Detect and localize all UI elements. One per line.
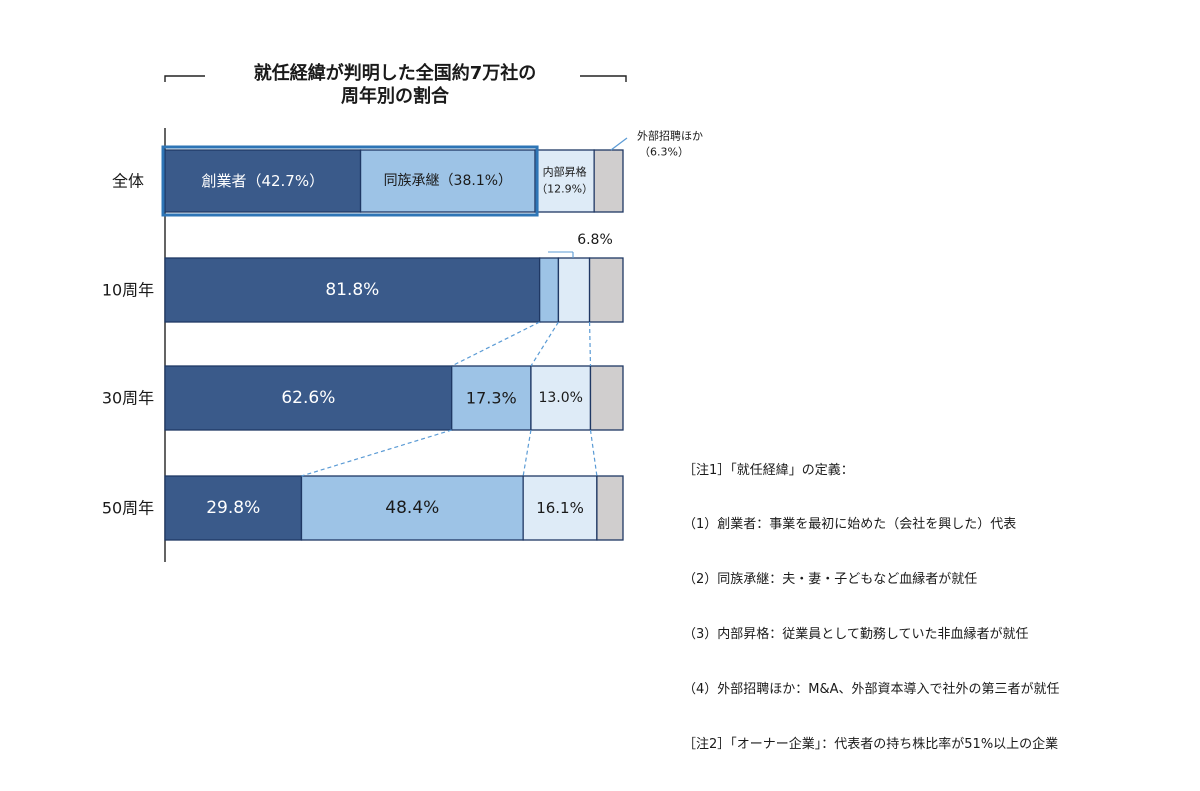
bar-segment [164, 475, 303, 541]
data-label: 81.8% [325, 280, 379, 300]
bar-segment [530, 365, 592, 431]
connector-line [588, 321, 592, 367]
stacked-bar-chart: 全体 10周年 30周年 50周年 創業者（42.7%） 同族承継（38.1%） 内部昇格 （… [102, 75, 703, 562]
data-label: 29.8% [206, 498, 260, 518]
chart-stage: 就任経緯が判明した全国約7万社の 周年別の割合 全体 10周年 30周年 50周年 創業… [102, 62, 1060, 752]
bar-segment [451, 365, 532, 431]
data-label: （6.3%） [639, 146, 689, 159]
bar-segment [538, 257, 560, 323]
data-label: 内部昇格 [543, 165, 587, 179]
data-label: （12.9%） [536, 183, 593, 196]
note-line: （2）同族承継：夫・妻・子どもなど血縁者が就任 [683, 572, 978, 588]
bar-segment [164, 149, 362, 213]
category-label: 10周年 [102, 281, 154, 300]
chart-title: 就任経緯が判明した全国約7万社の [253, 63, 537, 84]
data-label: 創業者（42.7%） [201, 172, 324, 190]
chart-subtitle: 周年別の割合 [341, 86, 449, 107]
bar-segment [557, 257, 591, 323]
data-label: 6.8% [577, 232, 613, 248]
note-line: ［注2］「オーナー企業」：代表者の持ち株比率が51%以上の企業 [683, 737, 1059, 753]
highlight-box [161, 145, 539, 217]
category-label: 30周年 [102, 389, 154, 408]
connector-line [301, 429, 452, 477]
bar-segment [589, 365, 624, 431]
connector-line [451, 321, 540, 367]
note-line: （3）内部昇格：従業員として勤務していた非血縁者が就任 [683, 627, 1029, 643]
title-bracket-left [164, 75, 205, 82]
connector-line [530, 321, 559, 367]
bar-segment [596, 475, 624, 541]
note-line: ［注1］「就任経緯」の定義： [683, 462, 854, 478]
category-label: 50周年 [102, 499, 154, 518]
bar-segment [593, 149, 624, 213]
leader-line [610, 137, 628, 151]
notes-block: ［注1］「就任経緯」の定義： （1）創業者：事業を最初に始めた（会社を興した）代… [683, 425, 1060, 791]
data-label: 17.3% [466, 389, 517, 408]
data-label: 同族承継（38.1%） [384, 173, 512, 189]
bar-segment [300, 475, 524, 541]
bar-segment [588, 257, 624, 323]
category-label: 全体 [112, 172, 144, 191]
bar-segment [359, 149, 536, 213]
bar-segment [522, 475, 598, 541]
chart-title-block: 就任経緯が判明した全国約7万社の 周年別の割合 [190, 62, 600, 108]
title-bracket-right [580, 75, 627, 82]
data-label: 16.1% [536, 499, 584, 517]
data-label: 外部招聘ほか [637, 129, 703, 143]
bar-segment [164, 365, 453, 431]
connector-line [522, 429, 532, 477]
data-label: 48.4% [385, 498, 439, 518]
note-line: （4）外部招聘ほか：M&A、外部資本導入で社外の第三者が就任 [683, 682, 1060, 698]
connector-line [589, 429, 598, 477]
data-label: 13.0% [538, 390, 582, 406]
note-line: （1）創業者：事業を最初に始めた（会社を興した）代表 [683, 517, 1017, 533]
data-label: 62.6% [281, 388, 335, 408]
bar-segment [534, 149, 595, 213]
